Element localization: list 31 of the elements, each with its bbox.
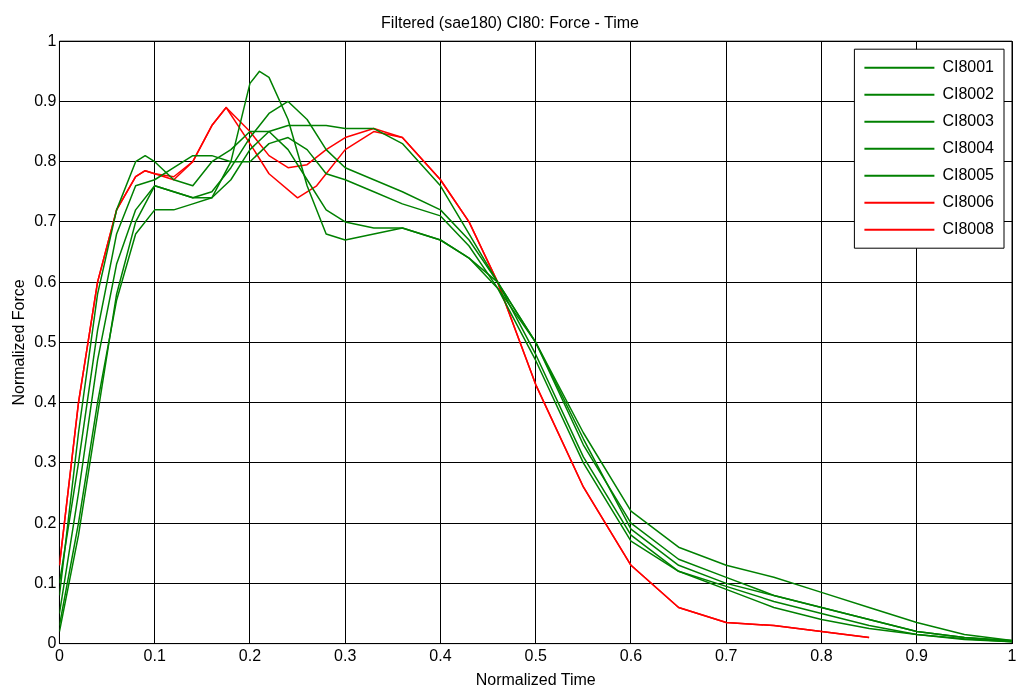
y-tick-label: 0.5: [34, 332, 57, 350]
x-tick-label: 0.8: [810, 646, 833, 664]
legend-label: CI8006: [942, 193, 995, 211]
legend-label: CI8004: [942, 139, 995, 157]
y-tick-label: 0.4: [34, 393, 57, 411]
chart-title: Filtered (sae180) CI80: Force - Time: [381, 14, 640, 32]
x-tick-label: 0.4: [429, 646, 452, 664]
x-tick-label: 0.3: [334, 646, 357, 664]
y-tick-label: 0.1: [34, 573, 57, 591]
y-tick-label: 0.7: [34, 212, 57, 230]
x-tick-label: 0.9: [905, 646, 928, 664]
y-tick-label: 0.8: [34, 152, 57, 170]
legend-label: CI8005: [942, 166, 995, 184]
y-tick-label: 0.9: [34, 91, 57, 109]
y-tick-label: 0.3: [34, 453, 57, 471]
x-tick-label: 0.2: [238, 646, 262, 664]
y-axis-title: Normalized Force: [10, 279, 28, 406]
legend-label: CI8002: [942, 85, 995, 103]
legend-label: CI8003: [942, 112, 995, 130]
legend-label: CI8001: [942, 58, 995, 76]
y-tick-label: 0.2: [34, 513, 57, 531]
legend-label: CI8008: [942, 220, 995, 238]
x-tick-label: 0.5: [524, 646, 547, 664]
x-tick-label: 0.7: [715, 646, 738, 664]
x-tick-label: 0.1: [143, 646, 166, 664]
x-tick-label: 0.6: [619, 646, 643, 664]
x-axis-title: Normalized Time: [475, 670, 596, 688]
y-tick-label: 0: [47, 634, 57, 652]
y-tick-label: 0.6: [34, 272, 57, 290]
x-tick-label: 1: [1007, 646, 1017, 664]
y-tick-label: 1: [47, 31, 57, 49]
